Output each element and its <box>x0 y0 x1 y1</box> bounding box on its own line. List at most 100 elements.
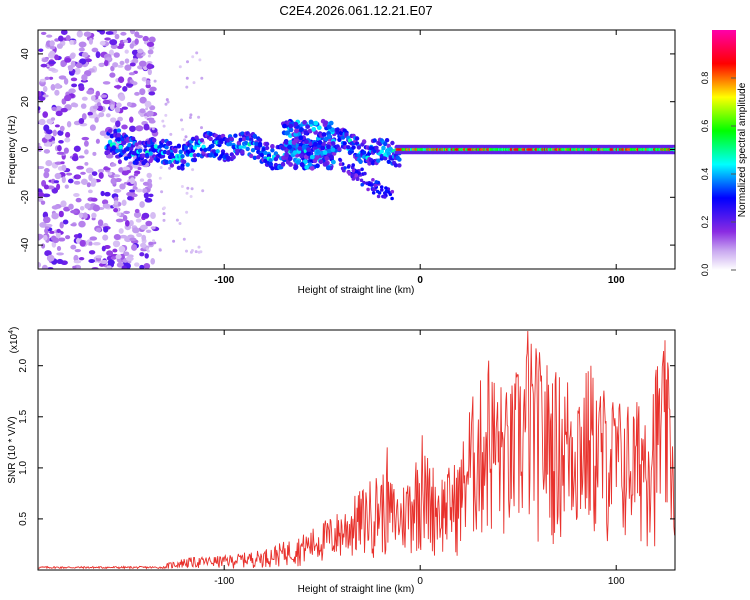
heatmap-cell <box>162 218 166 222</box>
spectrogram-panel: -100 0 100 -40 -20 0 20 40 Height of straight l… <box>7 29 676 296</box>
heatmap-cell <box>38 118 46 126</box>
heatmap-cell <box>124 64 132 71</box>
heatmap-cell <box>150 144 155 149</box>
heatmap-cell <box>100 94 108 98</box>
heatmap-cell <box>43 124 50 132</box>
heatmap-cell <box>73 180 81 185</box>
heatmap-cell <box>172 239 176 243</box>
heatmap-cell <box>257 137 263 143</box>
heatmap-cell <box>38 234 42 241</box>
heatmap-cell <box>358 159 363 164</box>
heatmap-cell <box>136 34 144 39</box>
heatmap-cell <box>236 140 242 146</box>
heatmap-cell <box>60 30 68 35</box>
heatmap-cell <box>79 58 87 65</box>
heatmap-cell <box>160 138 166 144</box>
heatmap-cell <box>330 141 336 146</box>
heatmap-cell <box>51 212 59 220</box>
heatmap-cell <box>152 239 155 243</box>
heatmap-cell <box>52 129 57 137</box>
heatmap-cell <box>268 161 273 167</box>
heatmap-cell <box>58 237 66 242</box>
heatmap-cell <box>330 127 335 133</box>
heatmap-cell <box>90 95 96 101</box>
colorbar-ticks: 0.0 0.2 0.4 0.6 0.8 <box>700 72 736 276</box>
heatmap-cell <box>104 59 109 67</box>
heatmap-cell <box>110 162 117 167</box>
heatmap-cell <box>196 152 201 158</box>
heatmap-cell <box>323 136 329 142</box>
heatmap-cell <box>53 180 60 184</box>
heatmap-cell <box>113 234 121 240</box>
heatmap-cell <box>62 219 69 225</box>
heatmap-cell <box>38 145 43 152</box>
heatmap-cell <box>366 187 370 192</box>
heatmap-cell <box>322 150 328 155</box>
heatmap-cell <box>182 159 187 164</box>
heatmap-cell <box>129 189 136 193</box>
heatmap-cell <box>134 142 139 147</box>
x-tick-label: 100 <box>608 576 625 587</box>
heatmap-cell <box>185 76 189 80</box>
heatmap-cell <box>162 149 167 155</box>
heatmap-cell <box>49 230 55 234</box>
heatmap-cell <box>386 151 391 156</box>
heatmap-cell <box>87 189 93 194</box>
heatmap-cell <box>143 192 150 199</box>
heatmap-cell <box>354 173 359 178</box>
heatmap-cell <box>39 222 47 228</box>
heatmap-cell <box>135 188 143 193</box>
heatmap-cell <box>146 110 154 117</box>
heatmap-cell <box>169 132 173 136</box>
heatmap-cell <box>129 177 135 185</box>
heatmap-cell <box>321 132 327 137</box>
heatmap-cell <box>326 144 331 150</box>
heatmap-cell <box>257 143 263 148</box>
heatmap-cell <box>357 171 362 176</box>
heatmap-cell <box>57 145 62 152</box>
heatmap-cell <box>142 188 148 194</box>
heatmap-cell <box>234 148 240 153</box>
heatmap-cell <box>184 135 188 139</box>
heatmap-cell <box>63 94 72 102</box>
heatmap-cell <box>110 117 117 123</box>
y-tick-label: -20 <box>20 190 31 205</box>
heatmap-cell <box>141 76 147 82</box>
heatmap-cell <box>315 149 321 155</box>
heatmap-cell <box>167 159 173 165</box>
heatmap-cell <box>160 154 166 159</box>
heatmap-cell <box>371 187 376 191</box>
heatmap-cell <box>102 81 111 85</box>
heatmap-cell <box>146 63 152 70</box>
heatmap-cell <box>322 162 328 167</box>
heatmap-cell <box>83 31 92 37</box>
heatmap-cell <box>191 55 195 59</box>
heatmap-cell <box>73 145 81 152</box>
heatmap-cell <box>43 234 48 241</box>
heatmap-cell <box>105 31 114 35</box>
heatmap-cell <box>147 68 152 76</box>
heatmap-cell <box>70 223 77 227</box>
snr-frame <box>37 329 676 571</box>
heatmap-cell <box>66 121 72 128</box>
y-tick-label: -40 <box>20 237 31 252</box>
heatmap-cell <box>380 188 384 192</box>
colorbar-tick-label: 0.8 <box>700 72 710 85</box>
colorbar: 0.0 0.2 0.4 0.6 0.8 Normalized spectral ampl… <box>700 30 748 276</box>
heatmap-cell <box>80 103 87 109</box>
heatmap-cell <box>301 144 307 150</box>
heatmap-cell <box>288 127 294 133</box>
heatmap-cell <box>203 147 208 152</box>
heatmap-cell <box>335 128 340 133</box>
heatmap-cell <box>373 183 378 188</box>
heatmap-cell <box>178 222 182 225</box>
heatmap-cell <box>180 118 183 122</box>
heatmap-cell <box>148 241 154 246</box>
heatmap-cell <box>46 34 53 38</box>
heatmap-cell <box>330 147 336 153</box>
heatmap-cell <box>152 148 157 153</box>
heatmap-cell <box>121 124 128 130</box>
heatmap-cell <box>303 154 309 160</box>
heatmap-cell <box>49 45 56 50</box>
spectrogram-ylabel: Frequency (Hz) <box>7 116 18 185</box>
